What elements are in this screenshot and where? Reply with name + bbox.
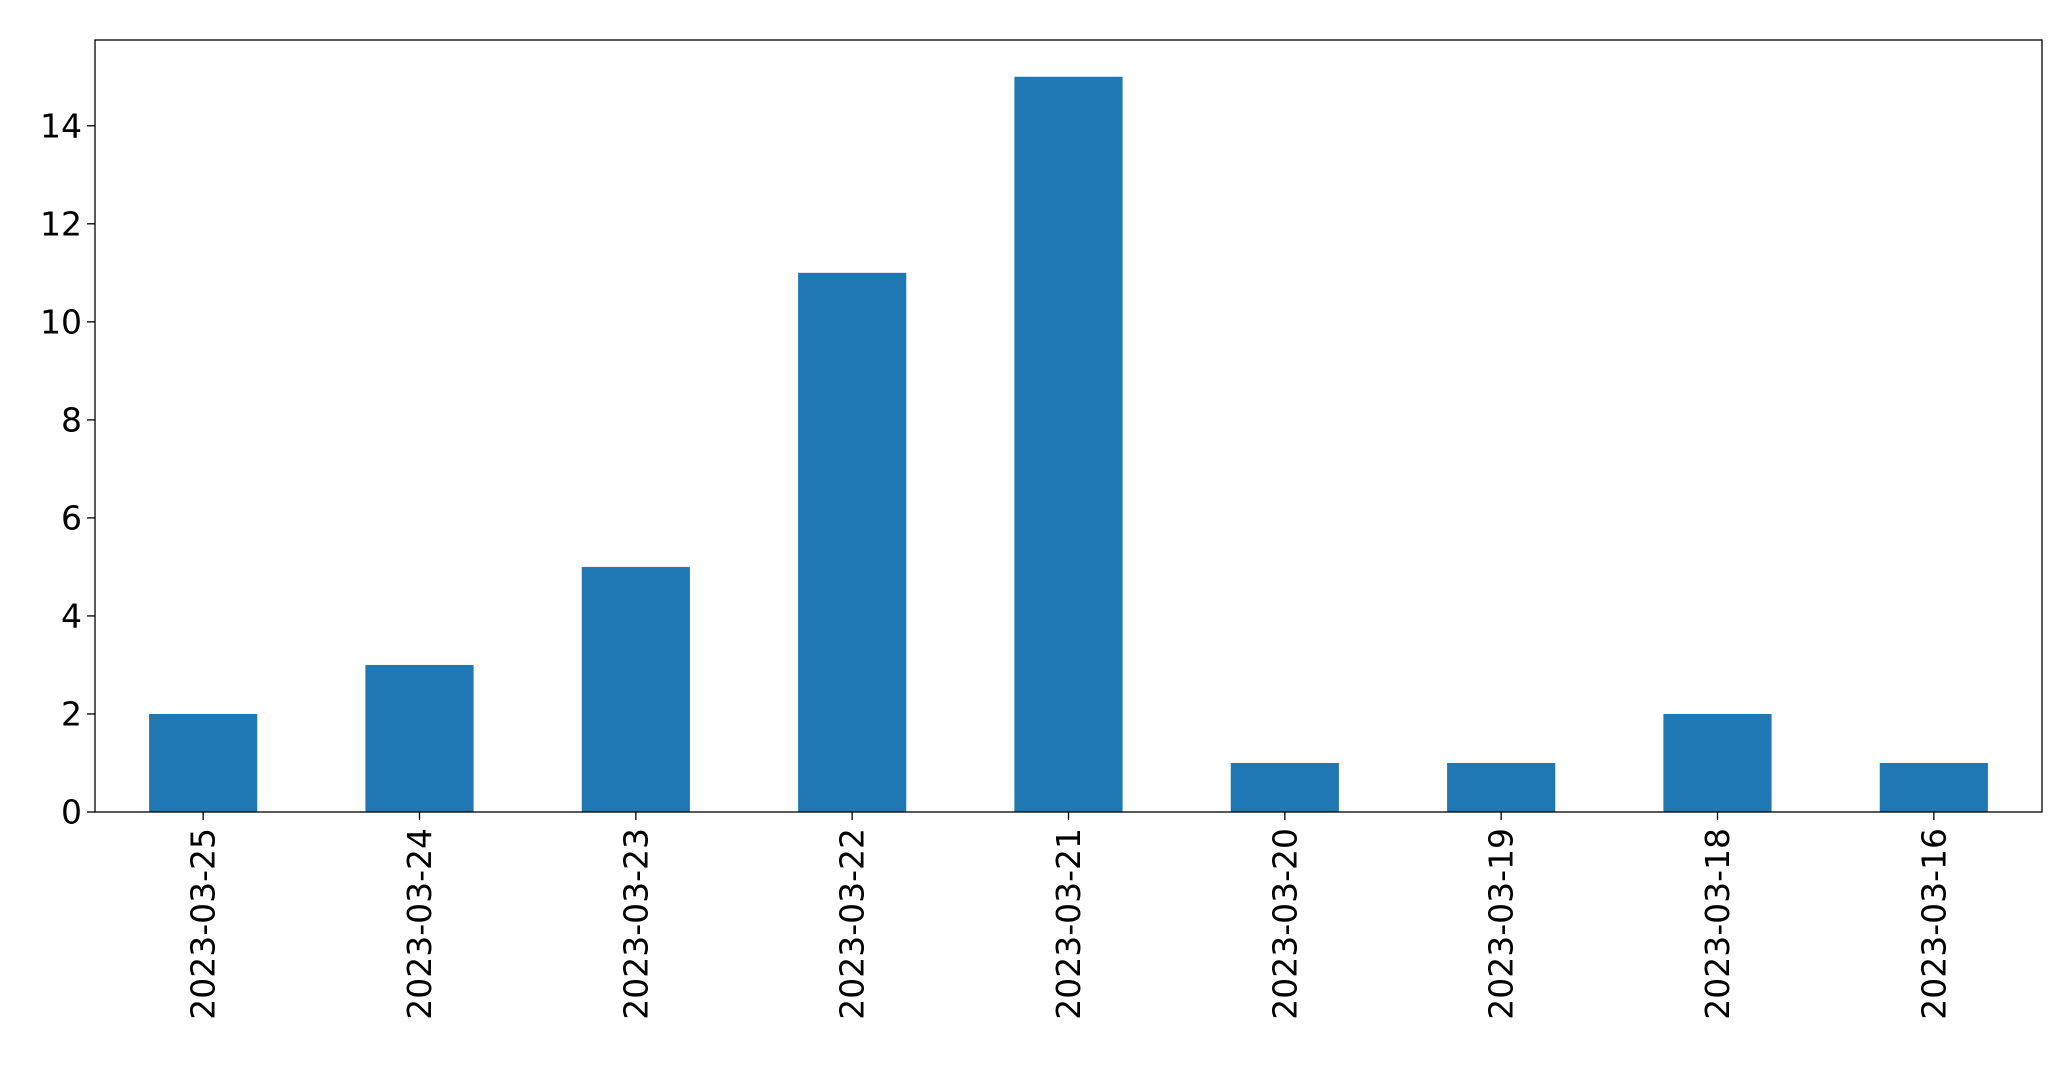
bar-2023-03-24 [365,664,474,812]
x-tick-label: 2023-03-25 [184,828,223,1020]
y-tick-label: 2 [61,694,82,733]
x-tick-label: 2023-03-16 [1914,828,1953,1020]
bar-2023-03-21 [1014,76,1123,812]
x-tick-label: 2023-03-22 [833,828,872,1020]
bar-2023-03-16 [1879,762,1988,812]
y-tick-label: 12 [40,204,82,243]
bar-2023-03-22 [798,272,907,812]
x-axis: 2023-03-25 2023-03-24 2023-03-23 2023-03-22… [184,812,1953,1020]
y-tick-label: 6 [61,498,82,537]
bars-layer [149,76,1988,812]
x-tick-label: 2023-03-24 [400,828,439,1020]
x-tick-label: 2023-03-23 [616,828,655,1020]
bar-2023-03-23 [581,566,690,812]
bar-2023-03-20 [1230,762,1339,812]
y-tick-label: 14 [40,106,82,145]
x-tick-label: 2023-03-21 [1049,828,1088,1020]
bar-2023-03-19 [1447,762,1556,812]
y-tick-label: 0 [61,793,82,832]
y-tick-label: 10 [40,302,82,341]
y-axis: 0 2 4 6 8 10 12 14 [40,106,95,832]
x-tick-label: 2023-03-20 [1265,828,1304,1020]
x-tick-label: 2023-03-18 [1698,828,1737,1020]
plot-frame [94,39,2043,813]
bar-2023-03-25 [149,713,258,812]
y-tick-label: 8 [61,400,82,439]
bar-2023-03-18 [1663,713,1772,812]
x-tick-label: 2023-03-19 [1482,828,1521,1020]
y-tick-label: 4 [61,596,82,635]
